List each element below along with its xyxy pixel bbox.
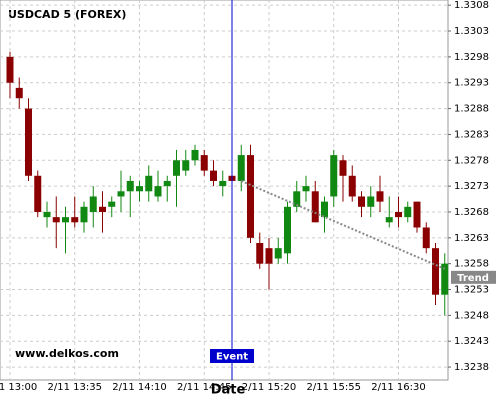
candle-body [117, 191, 125, 197]
candle-body [71, 217, 79, 223]
candle-body [52, 217, 60, 223]
candle-body [191, 149, 199, 161]
candle-body [34, 175, 42, 212]
x-tick-label: 2/11 15:20 [242, 382, 296, 393]
candle-body [145, 175, 153, 192]
candle-body [163, 180, 171, 187]
y-tick-label: 1.3238 [454, 362, 489, 373]
y-tick-label: 1.3268 [454, 207, 489, 218]
candle-body [200, 155, 208, 171]
chart-title: USDCAD 5 (FOREX) [8, 8, 126, 21]
event-box [210, 349, 254, 363]
y-tick-label: 1.3308 [454, 0, 489, 11]
candle-body [339, 160, 347, 176]
y-tick-label: 1.3303 [454, 26, 489, 37]
candle-body [15, 87, 23, 99]
candle-body [256, 242, 264, 264]
y-tick-label: 1.3273 [454, 181, 489, 192]
y-tick-label: 1.3278 [454, 155, 489, 166]
watermark: www.delkos.com [15, 347, 119, 360]
y-tick-label: 1.3243 [454, 336, 489, 347]
trend-box [451, 270, 496, 284]
y-tick-label: 1.3293 [454, 78, 489, 89]
x-axis-label: Date [211, 383, 246, 398]
y-tick-label: 1.3248 [454, 310, 489, 321]
candle-body [385, 217, 393, 223]
y-tick-label: 1.3288 [454, 104, 489, 115]
candle-body [210, 170, 217, 181]
candle-body [413, 201, 421, 228]
candle-body [348, 175, 356, 197]
candle-body [302, 186, 310, 192]
candle-body [43, 211, 51, 218]
candle-body [284, 206, 291, 254]
plot-area [0, 0, 449, 381]
candle-body [136, 186, 143, 192]
candle-body [321, 201, 328, 218]
candle-body [404, 206, 412, 218]
candle-body [330, 155, 338, 197]
x-tick-label: 2/11 15:55 [307, 382, 361, 393]
candle-body [126, 180, 134, 192]
candle-body [89, 196, 97, 212]
candle-body [358, 196, 365, 207]
x-tick-label: 2/11 16:30 [371, 382, 425, 393]
y-tick-label: 1.3298 [454, 52, 489, 63]
candle-body [219, 180, 227, 187]
x-tick-label: 2/11 13:00 [0, 382, 37, 393]
candle-body [154, 186, 162, 197]
y-tick-label: 1.3263 [454, 233, 489, 244]
candle-body [80, 206, 88, 223]
x-tick-label: 2/11 14:10 [112, 382, 166, 393]
y-tick-label: 1.3283 [454, 129, 489, 140]
candle-body [311, 191, 319, 223]
candle-body [441, 263, 449, 295]
candle-body [6, 56, 14, 83]
trend-label: Trend [457, 273, 489, 284]
x-tick-label: 2/11 13:35 [48, 382, 102, 393]
candle-body [173, 160, 180, 176]
candle-body [62, 217, 69, 223]
candle-body [395, 211, 402, 218]
x-tick-label: 2/11 14:45 [177, 382, 231, 393]
candle-body [108, 201, 116, 207]
candle-body [432, 248, 439, 295]
y-tick-label: 1.3258 [454, 259, 489, 270]
candle-body [422, 227, 430, 249]
trend-line [240, 180, 446, 270]
candle-body [293, 191, 301, 207]
candle-body [265, 248, 273, 264]
event-label: Event [216, 352, 248, 363]
candle-body [367, 196, 375, 207]
candle-body [376, 191, 384, 202]
y-tick-label: 1.3253 [454, 285, 489, 296]
candle-body [182, 160, 190, 171]
candle-body [247, 155, 254, 238]
candle-body [237, 155, 245, 181]
candle-body [274, 248, 282, 259]
candle-body [99, 206, 106, 212]
candle-body [25, 108, 32, 176]
